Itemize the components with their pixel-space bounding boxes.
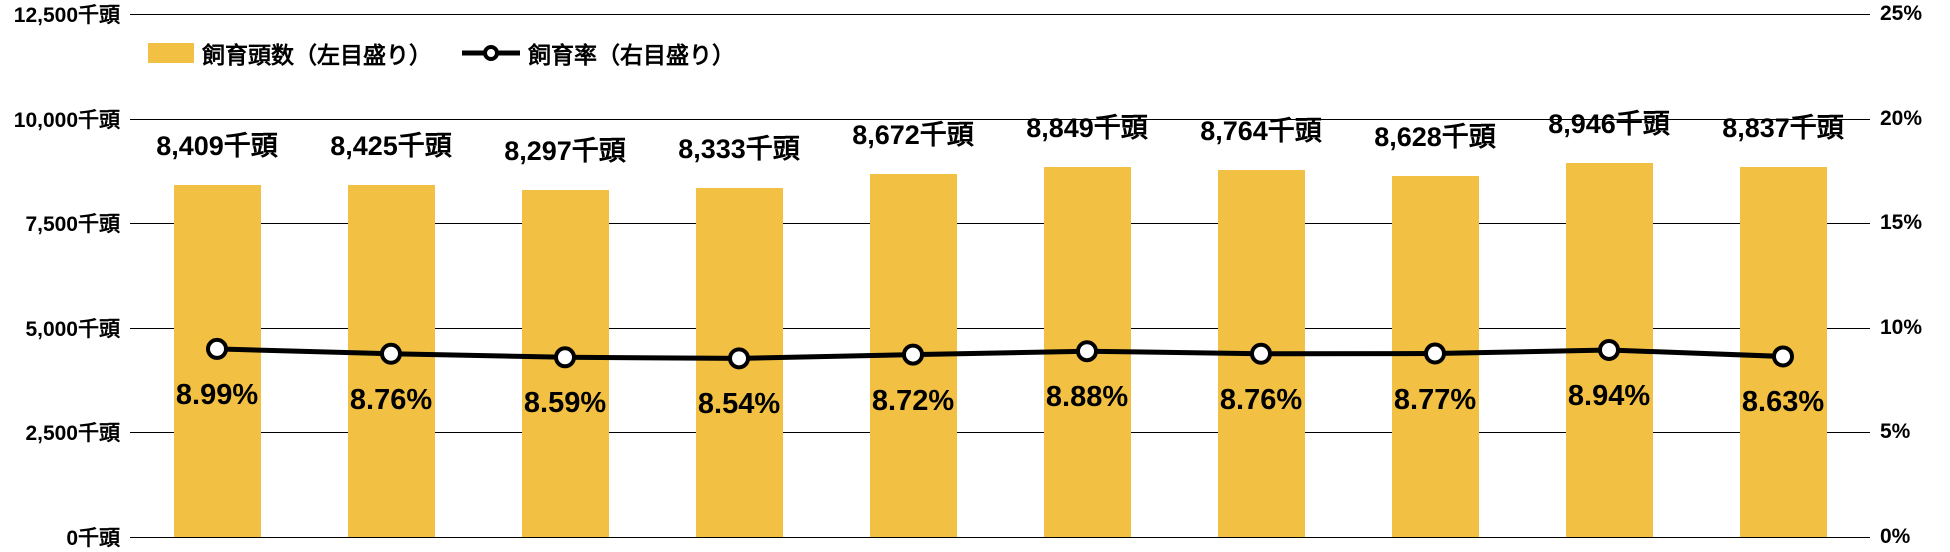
line-value-label: 8.59% (524, 387, 606, 420)
line-value-label: 8.63% (1742, 386, 1824, 419)
line-value-label: 8.77% (1394, 384, 1476, 417)
y-axis-left-tick: 7,500千頭 (25, 208, 130, 238)
bar-value-label: 8,946千頭 (1548, 102, 1670, 141)
y-axis-left-tick: 0千頭 (66, 522, 130, 552)
chart: 0千頭 0% 2,500千頭 5% 5,000千頭 10% 7,500千頭 15% 10,000… (0, 0, 1950, 551)
line-value-label: 8.76% (1220, 384, 1302, 417)
bar-value-label: 8,849千頭 (1026, 106, 1148, 145)
line-value-label: 8.54% (698, 388, 780, 421)
legend-label: 飼育率（右目盛り） (528, 36, 735, 70)
bar (348, 185, 435, 538)
legend: 飼育頭数（左目盛り） 飼育率（右目盛り） (148, 36, 735, 70)
y-axis-left-tick: 5,000千頭 (25, 313, 130, 343)
bar-value-label: 8,425千頭 (330, 124, 452, 163)
legend-label: 飼育頭数（左目盛り） (202, 36, 432, 70)
bar (1740, 167, 1827, 537)
y-axis-left-tick: 2,500千頭 (25, 417, 130, 447)
line-value-label: 8.88% (1046, 381, 1128, 414)
bar (522, 190, 609, 537)
line-value-label: 8.94% (1568, 380, 1650, 413)
y-axis-left-tick: 10,000千頭 (14, 104, 130, 134)
gridline (130, 14, 1870, 15)
plot-area: 0千頭0%2,500千頭5%5,000千頭10%7,500千頭15%10,000… (130, 14, 1870, 537)
y-axis-right-tick: 20% (1870, 107, 1922, 131)
legend-swatch-line (462, 41, 520, 65)
bar-value-label: 8,764千頭 (1200, 109, 1322, 148)
bar (696, 188, 783, 537)
y-axis-right-tick: 15% (1870, 211, 1922, 235)
bar-value-label: 8,628千頭 (1374, 115, 1496, 154)
y-axis-left-tick: 12,500千頭 (14, 0, 130, 29)
line-value-label: 8.76% (350, 384, 432, 417)
bar-value-label: 8,333千頭 (678, 127, 800, 166)
gridline (130, 537, 1870, 538)
legend-swatch-bar (148, 43, 194, 63)
bar-value-label: 8,297千頭 (504, 129, 626, 168)
y-axis-right-tick: 0% (1870, 525, 1910, 549)
bar (174, 185, 261, 537)
bar (1044, 167, 1131, 537)
bar-value-label: 8,672千頭 (852, 113, 974, 152)
bar (1218, 170, 1305, 537)
line-value-label: 8.72% (872, 385, 954, 418)
y-axis-right-tick: 25% (1870, 2, 1922, 26)
bar (1392, 176, 1479, 537)
y-axis-right-tick: 10% (1870, 316, 1922, 340)
y-axis-right-tick: 5% (1870, 420, 1910, 444)
bar-value-label: 8,409千頭 (156, 124, 278, 163)
legend-item-bars: 飼育頭数（左目盛り） (148, 36, 432, 70)
bar (1566, 163, 1653, 537)
legend-item-line: 飼育率（右目盛り） (462, 36, 735, 70)
bar (870, 174, 957, 537)
bar-value-label: 8,837千頭 (1722, 106, 1844, 145)
line-value-label: 8.99% (176, 379, 258, 412)
